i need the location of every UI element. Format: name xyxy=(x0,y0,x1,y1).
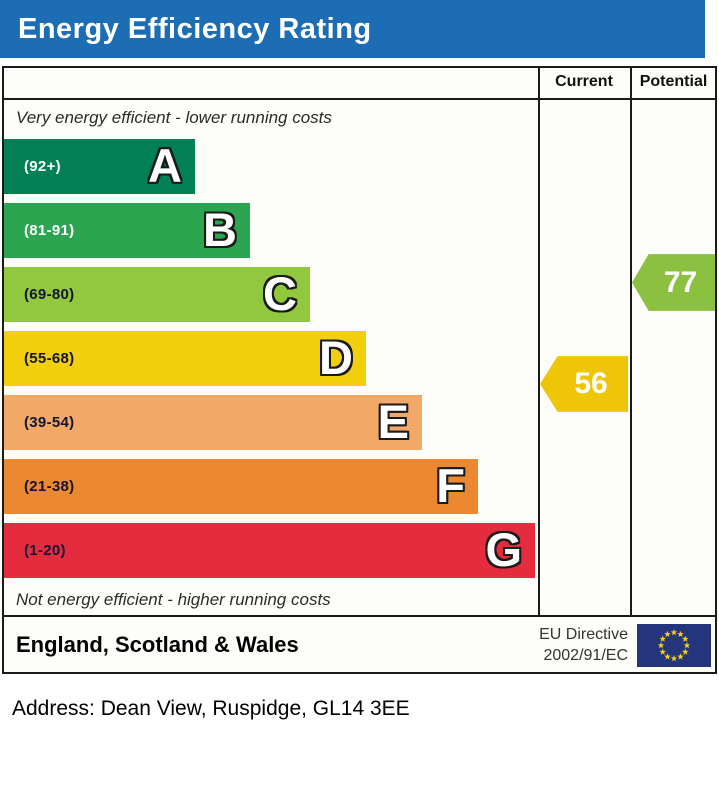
band-b-range: (81-91) xyxy=(24,222,75,239)
caption-not-efficient: Not energy efficient - higher running co… xyxy=(16,590,331,609)
chart-title: Energy Efficiency Rating xyxy=(18,12,372,45)
chart-title-bar: Energy Efficiency Rating xyxy=(0,0,705,58)
table-footer-divider xyxy=(2,615,717,617)
eu-directive-line1: EU Directive xyxy=(539,626,628,643)
region-label: England, Scotland & Wales xyxy=(16,631,299,657)
column-header-current: Current xyxy=(555,73,613,90)
band-d-range: (55-68) xyxy=(24,350,75,367)
potential-rating-value: 77 xyxy=(663,265,698,299)
band-e-range: (39-54) xyxy=(24,414,75,431)
caption-very-efficient: Very energy efficient - lower running co… xyxy=(16,108,332,127)
band-b-letter: B xyxy=(203,202,237,256)
band-e-letter: E xyxy=(377,394,409,448)
band-a-letter: A xyxy=(148,138,182,192)
eu-flag-icon xyxy=(637,624,711,667)
band-g: (1-20) G xyxy=(4,523,535,578)
current-column-divider xyxy=(538,66,540,617)
band-c: (69-80) C xyxy=(4,267,310,322)
band-g-letter: G xyxy=(485,522,522,576)
band-f-range: (21-38) xyxy=(24,478,75,495)
band-f-letter: F xyxy=(436,458,465,512)
eu-directive-text: EU Directive 2002/91/EC xyxy=(539,624,628,666)
band-b: (81-91) B xyxy=(4,203,250,258)
column-header-potential: Potential xyxy=(639,73,708,90)
potential-rating-arrow: 77 xyxy=(632,254,715,311)
band-c-letter: C xyxy=(263,266,297,320)
band-a: (92+) A xyxy=(4,139,195,194)
band-f: (21-38) F xyxy=(4,459,478,514)
band-a-range: (92+) xyxy=(24,158,61,175)
current-rating-value: 56 xyxy=(574,367,608,400)
band-e: (39-54) E xyxy=(4,395,422,450)
band-g-range: (1-20) xyxy=(24,542,66,559)
address-line: Address: Dean View, Ruspidge, GL14 3EE xyxy=(12,697,410,720)
band-c-range: (69-80) xyxy=(24,286,75,303)
current-rating-arrow: 56 xyxy=(540,356,628,412)
potential-column-divider xyxy=(630,66,632,617)
table-header-divider xyxy=(2,98,717,100)
band-d-letter: D xyxy=(319,330,353,384)
eu-directive-line2: 2002/91/EC xyxy=(543,647,628,664)
band-d: (55-68) D xyxy=(4,331,366,386)
